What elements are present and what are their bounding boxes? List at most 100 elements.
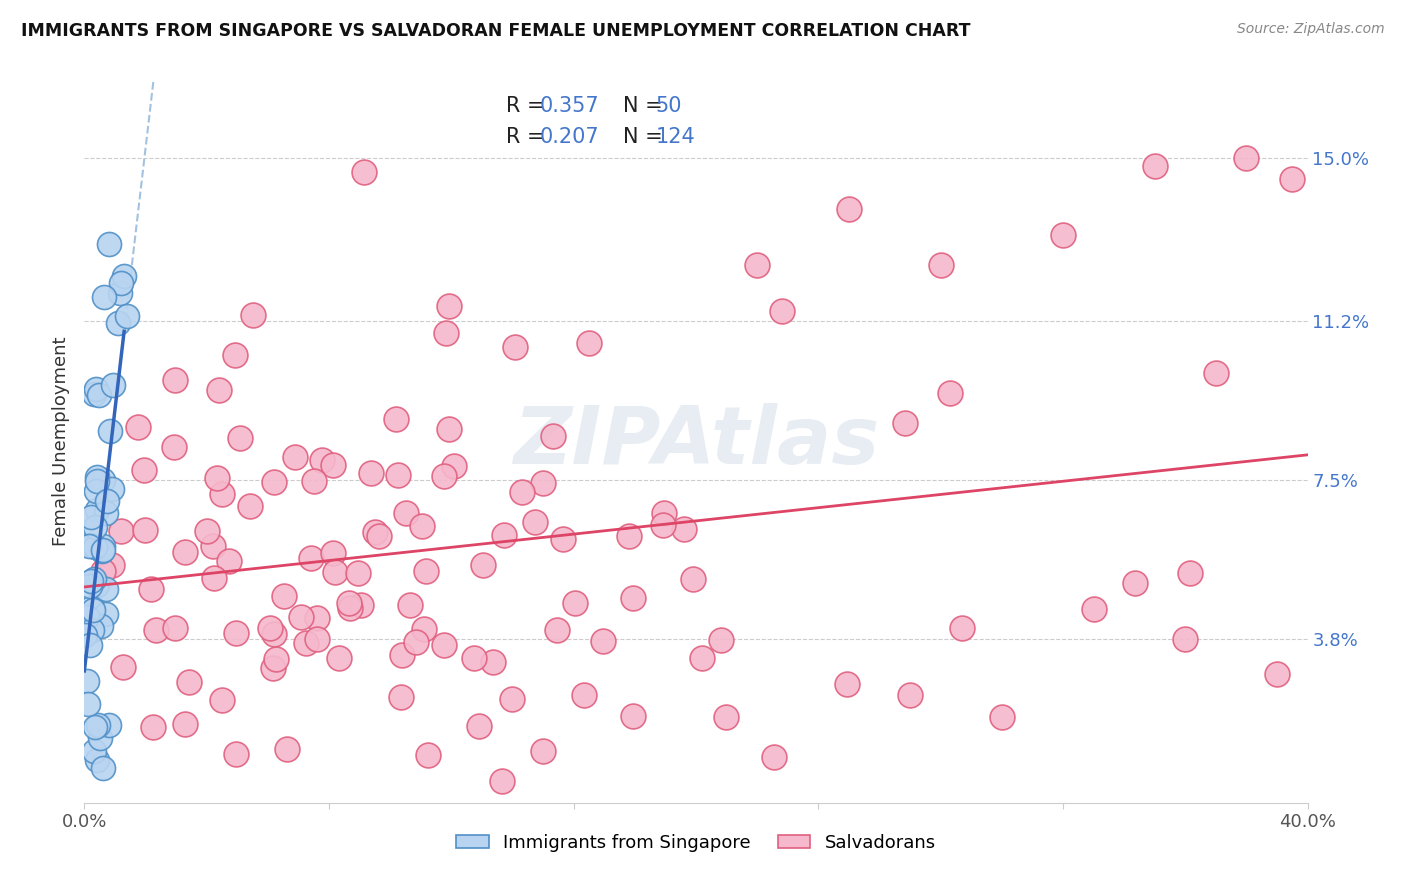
- Point: [1265, 666, 1288, 681]
- Point: [90, 619, 112, 633]
- Point: [747, 258, 769, 272]
- Point: [672, 522, 695, 536]
- Point: [76, 698, 98, 712]
- Point: [79, 639, 101, 653]
- Point: [360, 467, 382, 481]
- Point: [1236, 151, 1258, 165]
- Point: [96, 582, 118, 596]
- Point: [411, 519, 433, 533]
- Point: [322, 458, 344, 472]
- Point: [710, 633, 733, 648]
- Point: [202, 571, 225, 585]
- Point: [83, 744, 105, 758]
- Point: [134, 523, 156, 537]
- Point: [218, 554, 240, 568]
- Text: N =: N =: [623, 95, 669, 116]
- Point: [83, 720, 105, 734]
- Point: [97, 236, 120, 251]
- Point: [412, 622, 434, 636]
- Point: [239, 499, 262, 513]
- Point: [86, 717, 108, 731]
- Point: [202, 540, 225, 554]
- Point: [108, 285, 131, 300]
- Point: [433, 638, 456, 652]
- Point: [263, 627, 285, 641]
- Point: [134, 463, 156, 477]
- Point: [205, 471, 228, 485]
- Point: [546, 623, 568, 637]
- Point: [91, 473, 114, 487]
- Point: [110, 276, 132, 290]
- Point: [83, 387, 105, 401]
- Point: [94, 506, 117, 520]
- Text: 124: 124: [655, 127, 696, 146]
- Text: 0.357: 0.357: [540, 95, 599, 116]
- Point: [276, 742, 298, 756]
- Point: [838, 202, 860, 217]
- Point: [76, 610, 98, 624]
- Point: [259, 622, 281, 636]
- Legend: Immigrants from Singapore, Salvadorans: Immigrants from Singapore, Salvadorans: [449, 826, 943, 859]
- Point: [284, 450, 307, 465]
- Point: [262, 661, 284, 675]
- Point: [443, 458, 465, 473]
- Point: [80, 623, 103, 637]
- Point: [405, 635, 427, 649]
- Point: [273, 589, 295, 603]
- Point: [503, 340, 526, 354]
- Point: [96, 607, 118, 621]
- Point: [763, 750, 786, 764]
- Point: [115, 310, 138, 324]
- Point: [501, 691, 523, 706]
- Point: [682, 572, 704, 586]
- Point: [652, 518, 675, 533]
- Point: [385, 411, 408, 425]
- Text: R =: R =: [506, 127, 551, 146]
- Point: [353, 165, 375, 179]
- Point: [1052, 228, 1074, 243]
- Point: [264, 652, 287, 666]
- Point: [434, 326, 457, 340]
- Point: [145, 623, 167, 637]
- Point: [468, 719, 491, 733]
- Point: [77, 539, 100, 553]
- Point: [621, 709, 644, 723]
- Point: [716, 710, 738, 724]
- Point: [541, 429, 564, 443]
- Point: [208, 384, 231, 398]
- Point: [73, 627, 96, 641]
- Point: [195, 524, 218, 539]
- Point: [322, 546, 344, 560]
- Point: [328, 651, 350, 665]
- Point: [523, 516, 546, 530]
- Point: [621, 591, 644, 606]
- Point: [398, 599, 420, 613]
- Point: [89, 731, 111, 746]
- Point: [86, 470, 108, 484]
- Point: [1205, 366, 1227, 380]
- Point: [835, 677, 858, 691]
- Point: [83, 520, 105, 534]
- Point: [437, 299, 460, 313]
- Point: [91, 539, 114, 553]
- Point: [991, 710, 1014, 724]
- Point: [617, 529, 640, 543]
- Point: [211, 693, 233, 707]
- Point: [96, 494, 118, 508]
- Point: [337, 596, 360, 610]
- Point: [512, 484, 534, 499]
- Point: [572, 689, 595, 703]
- Point: [307, 611, 329, 625]
- Point: [90, 544, 112, 558]
- Point: [142, 720, 165, 734]
- Point: [86, 578, 108, 592]
- Point: [950, 621, 973, 635]
- Point: [225, 747, 247, 762]
- Point: [339, 600, 361, 615]
- Point: [107, 316, 129, 330]
- Point: [433, 468, 456, 483]
- Point: [91, 564, 114, 578]
- Point: [224, 349, 246, 363]
- Point: [929, 258, 952, 272]
- Point: [299, 550, 322, 565]
